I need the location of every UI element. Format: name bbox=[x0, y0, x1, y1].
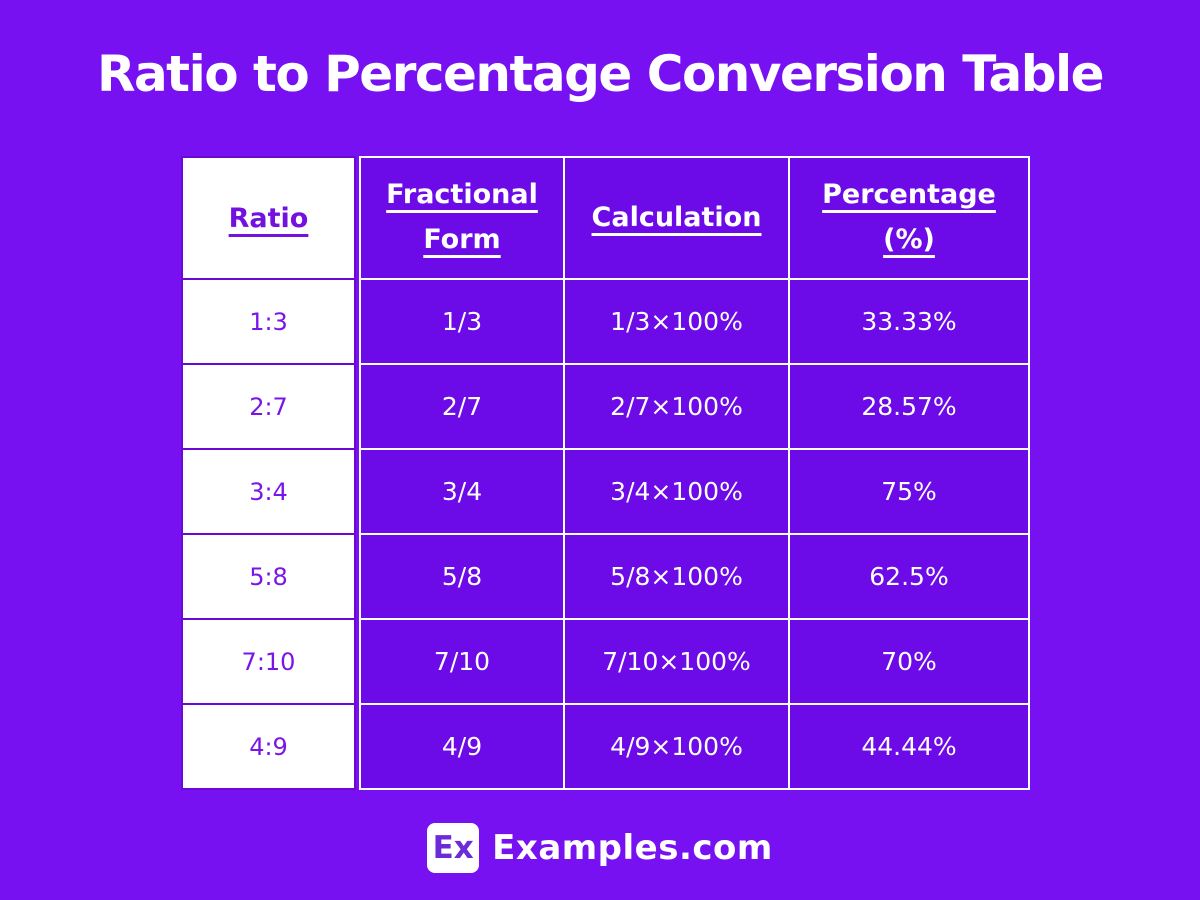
ratio-column: Ratio 1:3 2:7 3:4 5:8 7:10 4:9 bbox=[181, 156, 356, 790]
table-cell-percentage: 28.57% bbox=[790, 365, 1028, 448]
table-cell-calculation: 4/9×100% bbox=[565, 705, 788, 788]
table-cell-percentage: 33.33% bbox=[790, 280, 1028, 363]
conversion-table: Ratio 1:3 2:7 3:4 5:8 7:10 4:9 Fractiona… bbox=[181, 156, 1200, 790]
column-header-calculation: Calculation bbox=[565, 158, 788, 278]
examples-logo-icon: Ex bbox=[427, 823, 480, 873]
table-cell-ratio: 1:3 bbox=[183, 280, 354, 363]
table-body: Fractional Form Calculation Percentage (… bbox=[359, 156, 1030, 790]
table-cell-fraction: 1/3 bbox=[361, 280, 563, 363]
table-cell-calculation: 7/10×100% bbox=[565, 620, 788, 703]
page-title: Ratio to Percentage Conversion Table bbox=[96, 45, 1105, 103]
table-cell-ratio: 3:4 bbox=[183, 450, 354, 533]
table-cell-calculation: 5/8×100% bbox=[565, 535, 788, 618]
column-header-percentage: Percentage (%) bbox=[790, 158, 1028, 278]
table-cell-calculation: 1/3×100% bbox=[565, 280, 788, 363]
table-cell-fraction: 2/7 bbox=[361, 365, 563, 448]
brand-name: Examples.com bbox=[492, 828, 773, 868]
table-cell-ratio: 4:9 bbox=[183, 705, 354, 788]
table-cell-ratio: 7:10 bbox=[183, 620, 354, 703]
column-header-fractional-form: Fractional Form bbox=[361, 158, 563, 278]
logo-text: Ex bbox=[432, 830, 474, 866]
table-cell-percentage: 75% bbox=[790, 450, 1028, 533]
table-cell-percentage: 62.5% bbox=[790, 535, 1028, 618]
table-cell-ratio: 5:8 bbox=[183, 535, 354, 618]
column-header-ratio: Ratio bbox=[183, 158, 354, 278]
footer-brand: Ex Examples.com bbox=[0, 823, 1200, 873]
table-cell-calculation: 3/4×100% bbox=[565, 450, 788, 533]
table-cell-ratio: 2:7 bbox=[183, 365, 354, 448]
table-cell-calculation: 2/7×100% bbox=[565, 365, 788, 448]
table-cell-percentage: 44.44% bbox=[790, 705, 1028, 788]
table-cell-fraction: 3/4 bbox=[361, 450, 563, 533]
table-cell-fraction: 4/9 bbox=[361, 705, 563, 788]
table-cell-fraction: 5/8 bbox=[361, 535, 563, 618]
table-cell-percentage: 70% bbox=[790, 620, 1028, 703]
table-cell-fraction: 7/10 bbox=[361, 620, 563, 703]
